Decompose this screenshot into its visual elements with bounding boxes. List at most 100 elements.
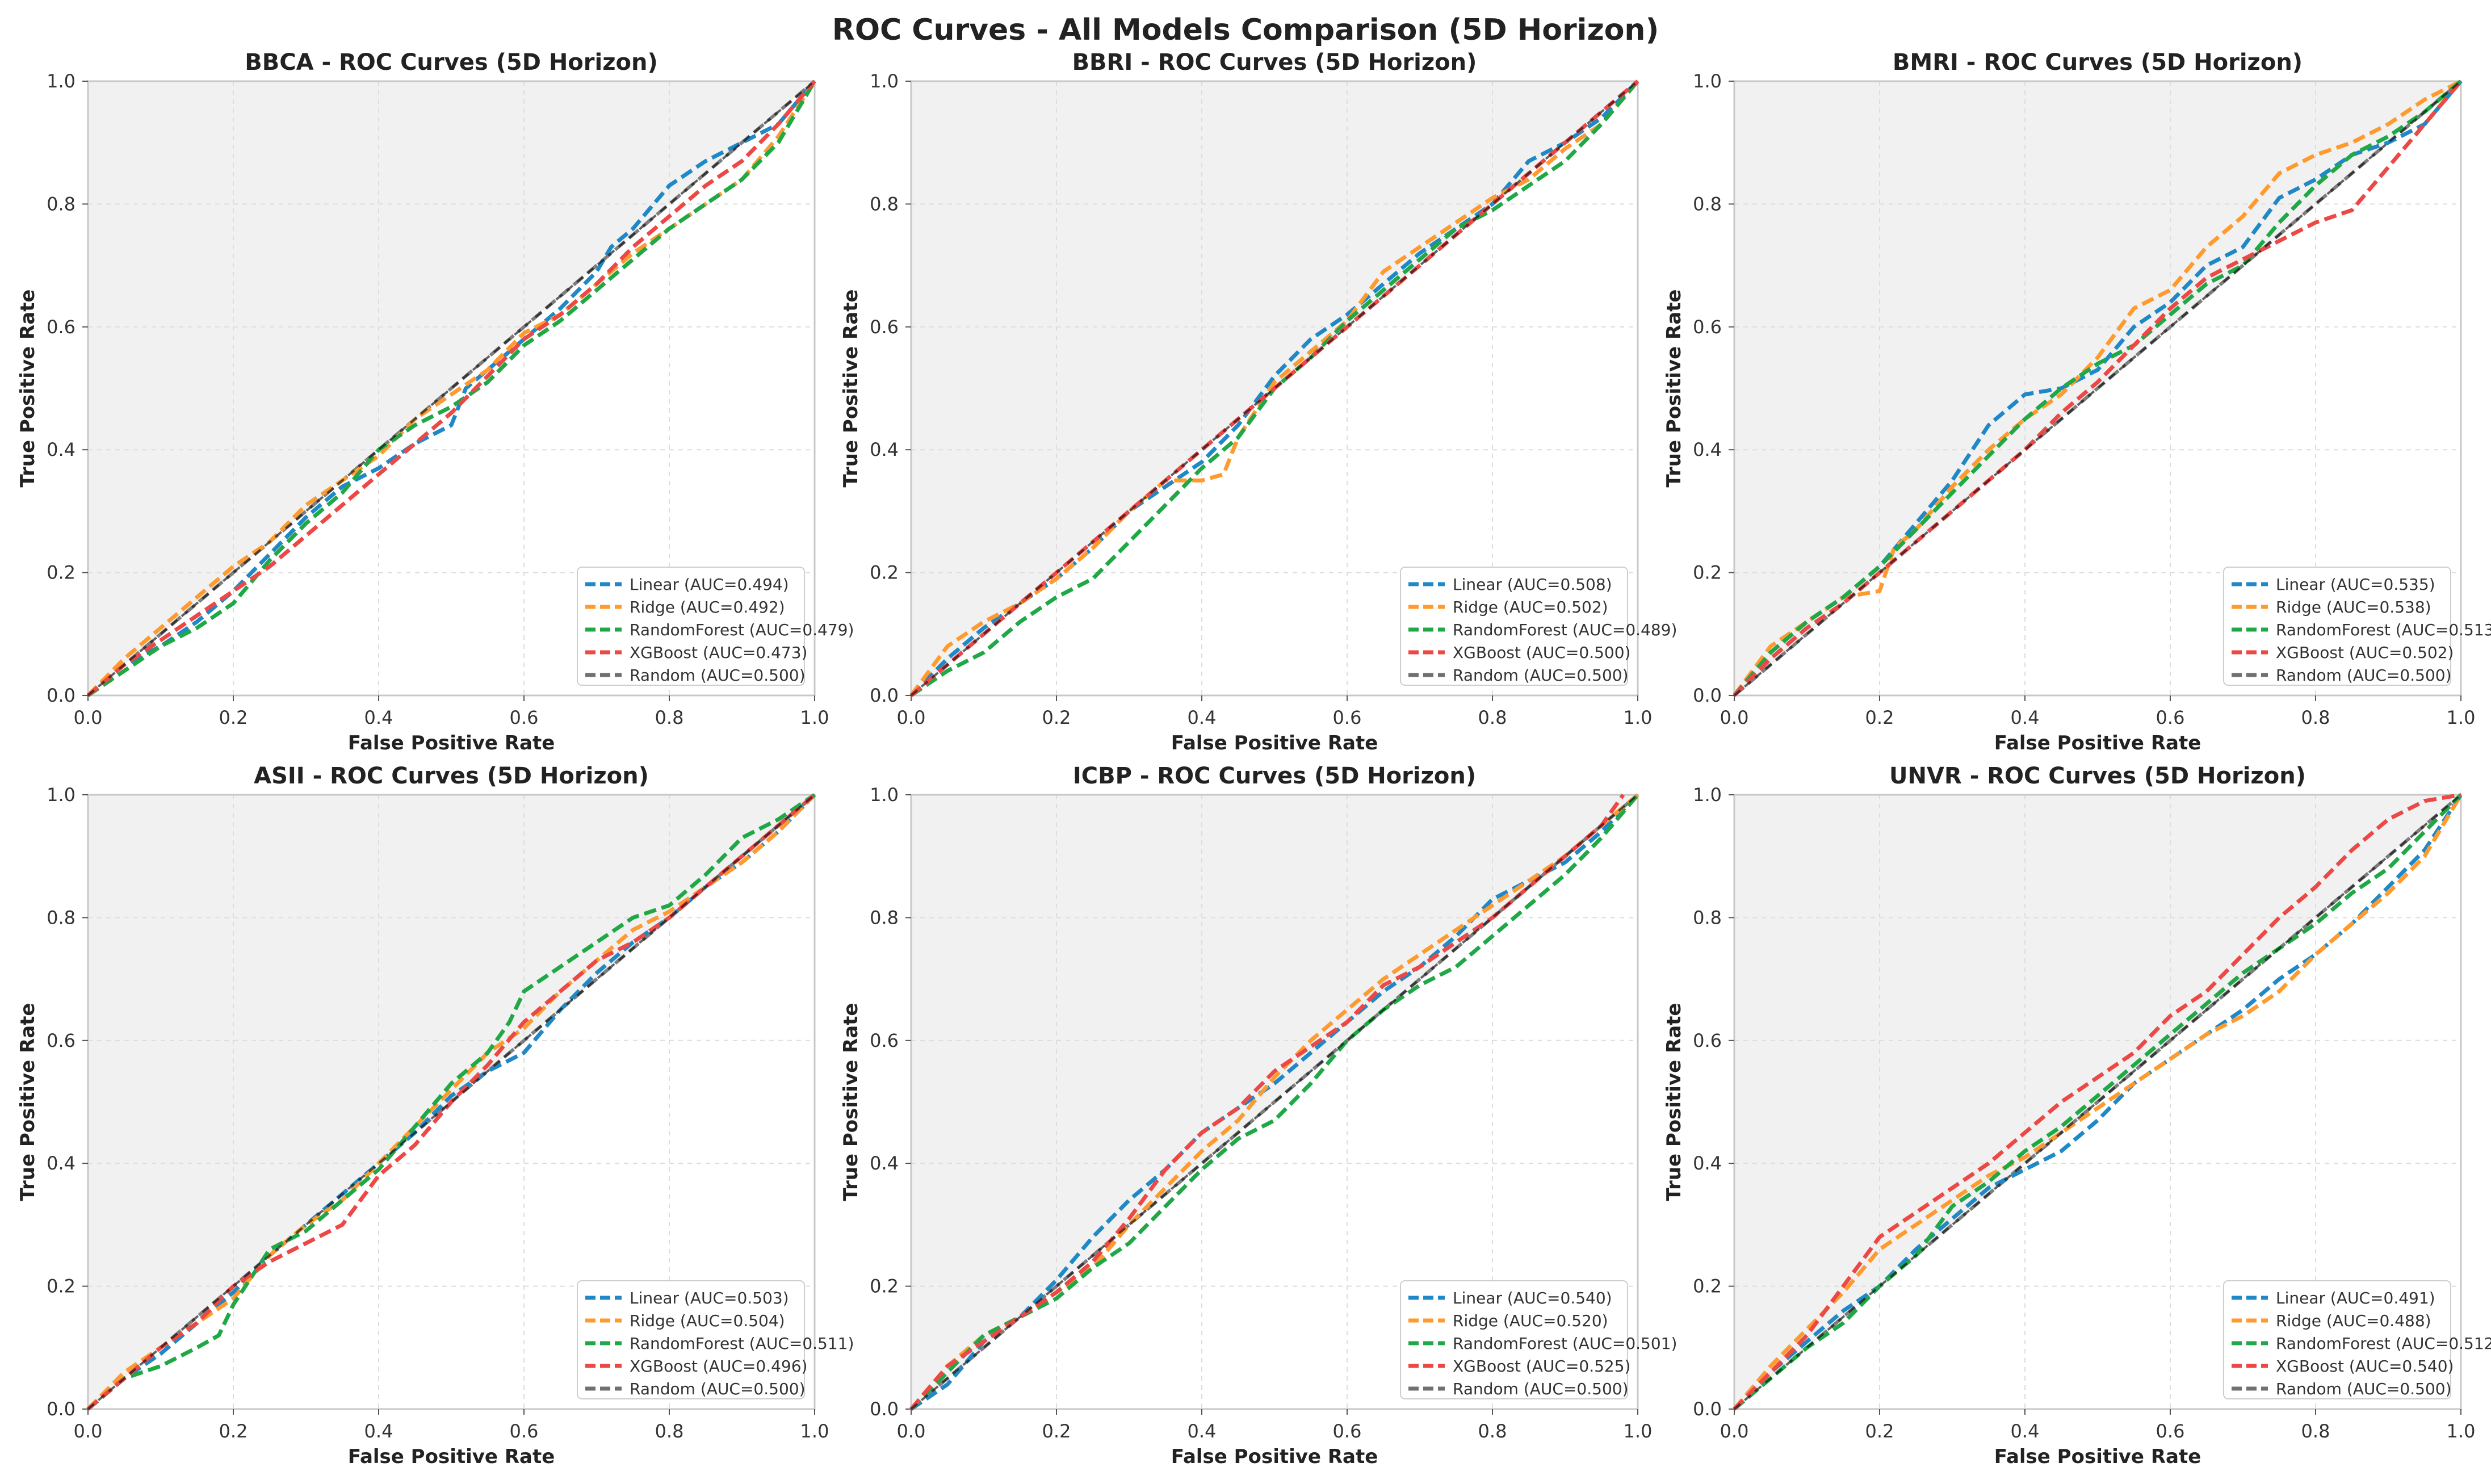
x-tick-label: 1.0 (800, 707, 829, 728)
x-tick-label: 0.6 (1333, 1420, 1362, 1442)
roc-curves (1733, 793, 2463, 1411)
roc-curves (1733, 79, 2463, 697)
legend-label-randomforest: RandomForest (AUC=0.489) (1453, 621, 1677, 639)
grid-lines (911, 795, 1638, 1409)
roc-panel-2: 0.00.0 0.2 0.2 0.4 0.4 0.6 0.6 0.8 0.8 1.0 1.0 BBRI… (840, 49, 1677, 754)
x-axis-label: False Positive Rate (1994, 732, 2201, 754)
legend-label-linear: Linear (AUC=0.491) (2276, 1289, 2435, 1307)
legend-label-linear: Linear (AUC=0.503) (630, 1289, 789, 1307)
axes-frame (87, 80, 816, 697)
legend-box (1400, 1280, 1628, 1399)
x-tick-label: 0.4 (364, 707, 393, 728)
legend-label-ridge: Ridge (AUC=0.520) (1453, 1311, 1608, 1330)
legend-label-randomforest: RandomForest (AUC=0.501) (1453, 1334, 1677, 1353)
grid-lines (1734, 81, 2461, 695)
x-axis-label: False Positive Rate (348, 1445, 555, 1468)
x-tick-label: 0.6 (510, 707, 539, 728)
legend: Linear (AUC=0.491) Ridge (AUC=0.488) Rando… (2223, 1280, 2491, 1399)
legend-label-randomforest: RandomForest (AUC=0.479) (630, 621, 854, 639)
x-tick-label: 0.8 (2301, 707, 2330, 728)
axes-frame (1733, 794, 2462, 1410)
y-tick-label: 0.2 (1693, 1276, 1722, 1297)
x-tick-label: 0.0 (897, 707, 926, 728)
legend-box (2223, 1280, 2451, 1399)
y-tick-label: 0.6 (47, 1030, 76, 1051)
y-tick-label: 0.6 (47, 316, 76, 338)
y-axis-label: True Positive Rate (16, 1003, 39, 1201)
roc-panel-3: 0.00.0 0.2 0.2 0.4 0.4 0.6 0.6 0.8 0.8 1.0 1.0 BMRI… (1663, 49, 2491, 754)
legend: Linear (AUC=0.535) Ridge (AUC=0.538) Rando… (2223, 567, 2491, 686)
x-tick-label: 0.8 (655, 1420, 684, 1442)
roc-panel-5: 0.00.0 0.2 0.2 0.4 0.4 0.6 0.6 0.8 0.8 1.0 1.0 ICBP… (840, 763, 1677, 1468)
x-tick-label: 1.0 (1624, 1420, 1653, 1442)
y-tick-label: 0.2 (1693, 562, 1722, 584)
x-tick-label: 0.2 (1865, 1420, 1894, 1442)
chance-diagonal (1733, 794, 2462, 1410)
legend: Linear (AUC=0.508) Ridge (AUC=0.502) Rando… (1400, 567, 1677, 686)
y-tick-label: 0.6 (870, 316, 899, 338)
x-tick-label: 0.4 (1188, 707, 1217, 728)
x-tick-label: 0.8 (2301, 1420, 2330, 1442)
legend-label-linear: Linear (AUC=0.535) (2276, 575, 2435, 594)
x-tick-label: 0.6 (510, 1420, 539, 1442)
y-tick-label: 0.8 (47, 907, 76, 928)
legend-label-linear: Linear (AUC=0.508) (1453, 575, 1612, 594)
roc-curve-linear (86, 79, 816, 697)
legend-label-xgboost: XGBoost (AUC=0.540) (2276, 1357, 2454, 1376)
roc-curve-xgboost (1733, 793, 2461, 1411)
y-tick-label: 0.2 (47, 562, 76, 584)
y-tick-label: 0.8 (1693, 193, 1722, 215)
x-tick-label: 1.0 (2447, 707, 2476, 728)
x-tick-label: 0.2 (1042, 707, 1071, 728)
legend-label-random: Random (AUC=0.500) (2276, 666, 2452, 685)
y-tick-label: 0.4 (47, 439, 76, 460)
panel-title: UNVR - ROC Curves (5D Horizon) (1889, 763, 2306, 789)
x-tick-label: 0.0 (74, 1420, 103, 1442)
x-axis-label: False Positive Rate (1994, 1445, 2201, 1468)
panel-title: ASII - ROC Curves (5D Horizon) (254, 763, 649, 789)
x-tick-label: 0.4 (2011, 1420, 2040, 1442)
legend-label-xgboost: XGBoost (AUC=0.525) (1453, 1357, 1630, 1376)
y-axis-label: True Positive Rate (16, 290, 39, 488)
y-tick-label: 0.2 (870, 562, 899, 584)
y-tick-label: 0.0 (47, 685, 76, 706)
axes-frame (1733, 80, 2462, 697)
roc-panel-4: 0.00.0 0.2 0.2 0.4 0.4 0.6 0.6 0.8 0.8 1.0 1.0 ASII… (16, 763, 854, 1468)
x-tick-label: 0.4 (2011, 707, 2040, 728)
x-tick-label: 0.6 (2156, 1420, 2185, 1442)
x-axis-label: False Positive Rate (348, 732, 555, 754)
x-tick-label: 0.8 (1478, 707, 1507, 728)
legend: Linear (AUC=0.494) Ridge (AUC=0.492) Rando… (577, 567, 854, 686)
legend-label-xgboost: XGBoost (AUC=0.502) (2276, 643, 2454, 662)
legend-label-xgboost: XGBoost (AUC=0.496) (630, 1357, 807, 1376)
y-tick-label: 1.0 (1693, 784, 1722, 806)
roc-curve-randomforest (1733, 79, 2463, 697)
y-tick-label: 0.8 (47, 193, 76, 215)
y-tick-label: 0.0 (1693, 685, 1722, 706)
roc-curve-randomforest (86, 793, 816, 1411)
roc-panel-1: 0.00.0 0.2 0.2 0.4 0.4 0.6 0.6 0.8 0.8 1.0 1.0 BBCA… (16, 49, 854, 754)
y-tick-label: 0.0 (870, 1398, 899, 1420)
panels-container: 0.00.00.20.20.40.40.60.60.80.81.01.0BBCA… (16, 49, 2491, 1468)
y-tick-label: 0.8 (1693, 907, 1722, 928)
x-tick-label: 0.2 (219, 707, 248, 728)
chance-diagonal (87, 794, 816, 1410)
x-tick-label: 0.8 (655, 707, 684, 728)
axes-frame (910, 80, 1639, 697)
legend-label-random: Random (AUC=0.500) (1453, 1380, 1629, 1398)
legend-label-randomforest: RandomForest (AUC=0.511) (630, 1334, 854, 1353)
panel-title: BMRI - ROC Curves (5D Horizon) (1893, 49, 2303, 76)
y-tick-label: 0.6 (1693, 1030, 1722, 1051)
roc-curve-ridge (1733, 79, 2462, 697)
legend-label-ridge: Ridge (AUC=0.488) (2276, 1311, 2431, 1330)
y-axis-label: True Positive Rate (1663, 290, 1685, 488)
legend-label-xgboost: XGBoost (AUC=0.473) (630, 643, 807, 662)
roc-panel-6: 0.00.0 0.2 0.2 0.4 0.4 0.6 0.6 0.8 0.8 1.0 1.0 UNVR… (1663, 763, 2491, 1468)
y-tick-label: 1.0 (870, 784, 899, 806)
y-tick-label: 0.6 (1693, 316, 1722, 338)
legend-label-xgboost: XGBoost (AUC=0.500) (1453, 643, 1630, 662)
roc-curve-randomforest (909, 793, 1639, 1411)
y-tick-label: 0.2 (47, 1276, 76, 1297)
x-tick-label: 0.0 (1720, 707, 1749, 728)
